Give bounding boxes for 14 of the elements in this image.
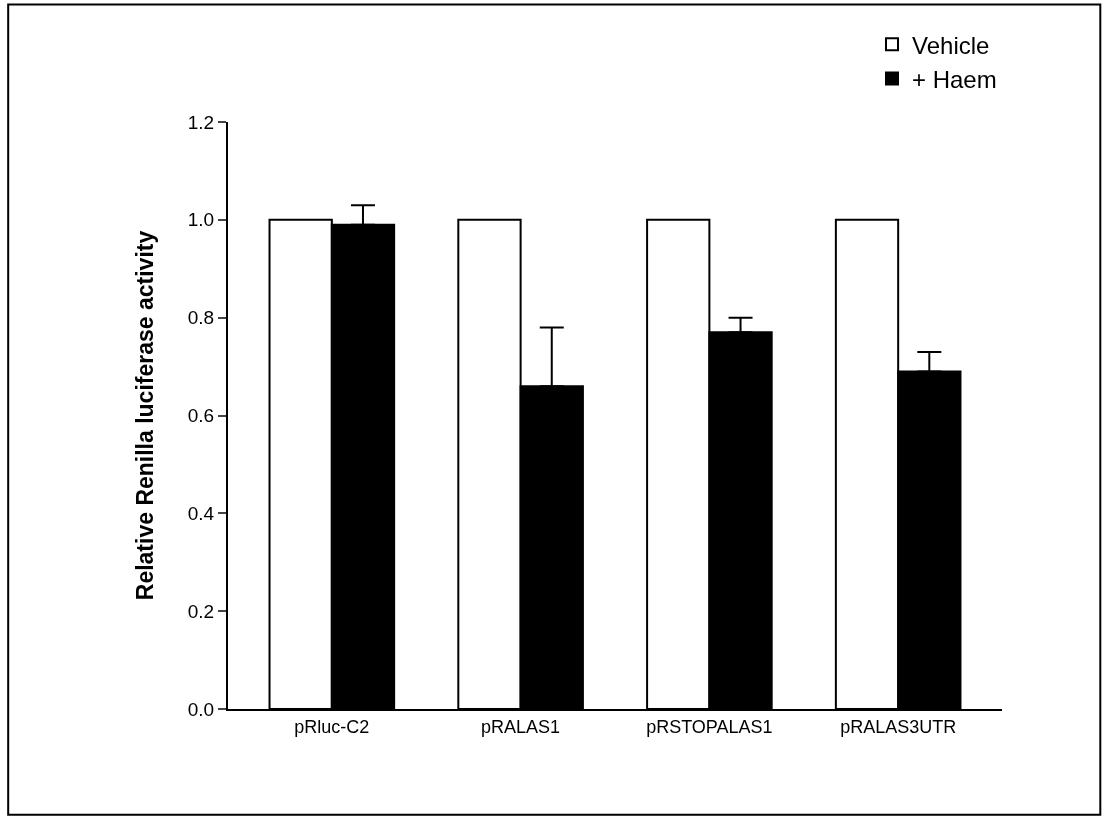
x-tick-label: pRSTOPALAS1 bbox=[646, 716, 773, 737]
x-tick-label: pRluc-C2 bbox=[294, 716, 370, 737]
y-tick-label: 1.0 bbox=[187, 209, 215, 231]
y-tick-label: 0.8 bbox=[187, 307, 215, 329]
y-axis-title: Relative Renilla luciferase activity bbox=[131, 230, 158, 601]
y-tick-label: 0.0 bbox=[187, 698, 215, 720]
x-tick-label: pRALAS3UTR bbox=[840, 716, 957, 737]
y-tick-label: 0.6 bbox=[187, 405, 215, 427]
legend-label: Vehicle bbox=[912, 31, 990, 59]
legend-label: + Haem bbox=[912, 65, 997, 93]
y-tick-label: 0.2 bbox=[187, 600, 215, 622]
y-tick-label: 1.2 bbox=[187, 111, 215, 133]
x-tick-label: pRALAS1 bbox=[481, 716, 561, 737]
y-tick-label: 0.4 bbox=[187, 502, 215, 524]
